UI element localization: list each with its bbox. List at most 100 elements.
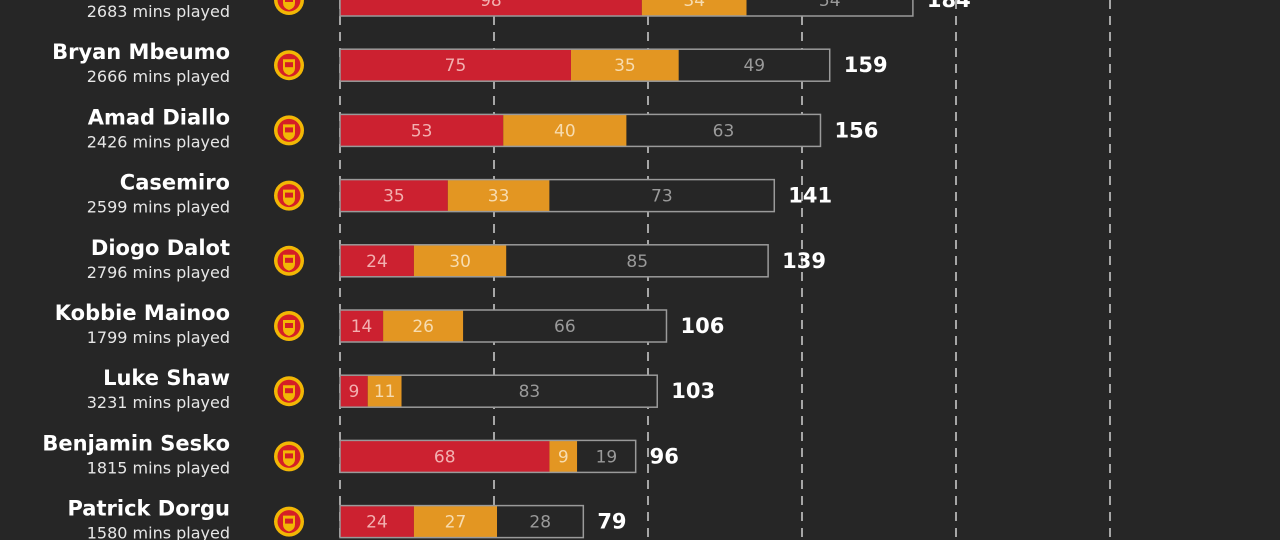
bar-total: 156 — [834, 118, 878, 142]
player-name: Benjamin Sesko — [42, 431, 230, 455]
bar-segment — [641, 0, 747, 16]
segment-label: 40 — [554, 121, 576, 141]
player-row: Benjamin Sesko 1815 mins played 68 9 19 96 — [42, 431, 679, 477]
player-row: Amad Diallo 2426 mins played 53 40 63 156 — [87, 105, 879, 151]
crest-ship — [285, 518, 293, 524]
segment-label: 33 — [488, 187, 510, 207]
club-crest-icon — [274, 245, 304, 276]
segment-label: 53 — [411, 121, 433, 141]
player-row: Kobbie Mainoo 1799 mins played 14 26 66 106 — [55, 301, 725, 347]
bar-segment — [367, 375, 402, 408]
bar-outline — [339, 48, 831, 82]
segment-label: 63 — [713, 121, 735, 141]
segment-label: 26 — [412, 317, 434, 337]
minutes-unit: mins played — [133, 67, 230, 86]
bar-total: 103 — [671, 379, 715, 403]
minutes-unit: mins played — [133, 393, 230, 412]
crest-shield — [283, 0, 295, 10]
segment-label: 75 — [445, 56, 467, 76]
segment-label: 66 — [554, 317, 576, 337]
segment-label: 9 — [558, 447, 569, 467]
player-name: Patrick Dorgu — [67, 497, 230, 521]
minutes-value: 2666 — [87, 67, 128, 86]
bar-segment — [340, 49, 571, 82]
minutes-value: 2796 — [87, 263, 128, 282]
player-name: Bryan Mbeumo — [52, 40, 230, 64]
player-name: Amad Diallo — [88, 105, 230, 129]
bar-segment — [340, 179, 448, 212]
bar-segment — [678, 49, 830, 82]
bar-outline — [339, 0, 914, 17]
club-crest-icon — [274, 115, 304, 146]
bar-outline — [339, 374, 658, 408]
segment-label: 73 — [651, 187, 673, 207]
player-name: Luke Shaw — [103, 366, 230, 390]
segment-label: 19 — [596, 447, 618, 467]
crest-ship — [285, 323, 293, 328]
player-row: Casemiro 2599 mins played 35 33 73 141 — [87, 171, 832, 217]
crest-ship — [285, 388, 293, 394]
minutes-played: 2796 mins played — [87, 263, 230, 282]
segment-label: 68 — [434, 447, 456, 467]
bar-segment — [463, 310, 667, 342]
bar-segment — [506, 244, 769, 277]
minutes-unit: mins played — [133, 198, 230, 217]
club-crest-icon — [274, 0, 304, 15]
minutes-unit: mins played — [133, 328, 230, 347]
bar-segment — [340, 505, 414, 538]
club-crest-icon — [274, 506, 304, 537]
bar-outline — [339, 113, 822, 148]
bar-segment — [571, 49, 679, 82]
minutes-unit: mins played — [133, 263, 230, 282]
bar-segment — [340, 310, 384, 342]
club-crest-icon — [274, 50, 304, 81]
segment-label: 34 — [683, 0, 705, 11]
crest-ship — [285, 0, 293, 2]
bar-total: 159 — [844, 53, 888, 77]
bar-segment — [401, 375, 658, 408]
bar-outline — [339, 504, 585, 539]
minutes-played: 1580 mins played — [87, 524, 230, 540]
bar-segment — [340, 440, 550, 473]
bar-segment — [413, 505, 498, 538]
bar-segment — [497, 505, 584, 538]
player-name: Diogo Dalot — [91, 236, 230, 260]
minutes-unit: mins played — [133, 524, 230, 540]
minutes-value: 3231 — [87, 393, 128, 412]
club-crest-icon — [274, 311, 304, 341]
bar-segment — [383, 310, 464, 342]
crest-ship — [285, 257, 293, 263]
crest-ship — [285, 62, 293, 68]
segment-label: 24 — [366, 252, 388, 272]
segment-label: 49 — [743, 56, 765, 76]
player-row: Luke Shaw 3231 mins played 9 11 83 103 — [87, 366, 715, 412]
segment-label: 30 — [449, 252, 471, 272]
minutes-played: 2599 mins played — [87, 198, 230, 217]
bar-total: 106 — [680, 314, 724, 338]
bar-outline — [339, 178, 776, 213]
bar-outline — [339, 244, 769, 278]
bar-total: 141 — [788, 184, 832, 208]
bar-outline — [339, 439, 637, 474]
minutes-value: 1580 — [87, 524, 128, 540]
bar-segment — [549, 179, 775, 212]
minutes-unit: mins played — [133, 458, 230, 477]
crest-ship — [285, 192, 293, 198]
minutes-played: 2426 mins played — [87, 132, 230, 151]
minutes-value: 2683 — [87, 2, 128, 21]
player-row: Patrick Dorgu 1580 mins played 24 27 28 79 — [67, 497, 626, 540]
segment-label: 14 — [351, 317, 373, 337]
segment-label: 27 — [445, 513, 467, 533]
bar-total: 139 — [782, 249, 826, 273]
bar-segment — [413, 244, 507, 277]
bar-total: 184 — [927, 0, 971, 12]
minutes-played: 2666 mins played — [87, 67, 230, 86]
crest-ship — [285, 453, 293, 459]
bar-segment — [340, 244, 414, 277]
bar-outline — [339, 309, 668, 343]
minutes-value: 2599 — [87, 198, 128, 217]
segment-label: 24 — [366, 513, 388, 533]
bar-segment — [340, 114, 504, 147]
club-crest-icon — [274, 180, 304, 211]
minutes-played: 1815 mins played — [87, 458, 230, 477]
